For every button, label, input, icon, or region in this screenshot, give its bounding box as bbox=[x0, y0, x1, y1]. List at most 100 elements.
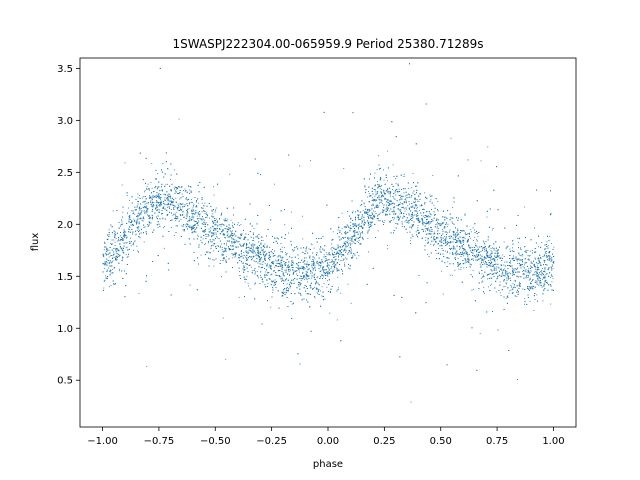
data-point bbox=[188, 225, 190, 227]
data-point bbox=[375, 191, 377, 193]
data-point bbox=[230, 219, 232, 221]
data-point bbox=[458, 236, 460, 238]
data-point bbox=[145, 202, 147, 204]
data-point bbox=[540, 273, 542, 275]
data-point bbox=[205, 234, 207, 235]
data-point bbox=[508, 277, 510, 279]
data-point bbox=[551, 267, 552, 269]
data-point bbox=[344, 264, 346, 266]
data-point bbox=[169, 194, 171, 196]
data-point bbox=[422, 215, 424, 217]
data-point bbox=[466, 261, 468, 263]
data-point bbox=[514, 257, 516, 259]
data-point bbox=[399, 211, 401, 212]
data-point bbox=[138, 212, 140, 214]
data-point bbox=[490, 256, 492, 258]
data-point bbox=[160, 198, 161, 200]
data-point bbox=[115, 248, 117, 250]
data-point bbox=[262, 239, 264, 241]
data-point bbox=[465, 249, 466, 251]
data-point bbox=[299, 165, 301, 167]
data-point bbox=[524, 251, 526, 252]
data-point bbox=[311, 261, 313, 262]
data-point bbox=[277, 255, 279, 257]
data-point bbox=[111, 243, 113, 245]
data-point bbox=[386, 207, 388, 209]
data-point bbox=[255, 282, 256, 284]
data-point bbox=[401, 226, 403, 227]
data-point bbox=[166, 197, 168, 199]
data-point bbox=[326, 262, 328, 264]
data-point bbox=[187, 212, 189, 214]
data-point bbox=[493, 258, 494, 259]
data-point bbox=[315, 281, 317, 283]
data-point bbox=[445, 217, 447, 219]
data-point bbox=[421, 218, 423, 220]
data-point bbox=[502, 272, 504, 274]
data-point bbox=[221, 249, 223, 250]
data-point bbox=[349, 227, 351, 229]
data-point bbox=[535, 268, 536, 270]
data-point bbox=[337, 253, 339, 255]
data-point bbox=[243, 251, 245, 253]
data-point bbox=[405, 188, 407, 190]
data-point bbox=[259, 263, 261, 265]
data-point bbox=[117, 240, 119, 242]
data-point bbox=[468, 232, 470, 234]
data-point bbox=[108, 256, 110, 258]
data-point bbox=[174, 213, 176, 215]
data-point bbox=[383, 204, 385, 206]
data-point bbox=[215, 207, 217, 209]
data-point bbox=[175, 197, 177, 199]
data-point bbox=[186, 216, 188, 218]
data-point bbox=[179, 198, 181, 200]
data-point bbox=[327, 275, 329, 277]
data-point bbox=[284, 251, 286, 253]
data-point bbox=[115, 258, 116, 260]
data-point bbox=[467, 256, 469, 258]
data-point bbox=[425, 237, 427, 239]
data-point bbox=[504, 286, 506, 287]
data-point bbox=[307, 281, 309, 283]
data-point bbox=[496, 256, 498, 257]
data-point bbox=[232, 222, 234, 224]
data-point bbox=[268, 251, 270, 253]
data-point bbox=[288, 232, 289, 234]
data-point bbox=[409, 208, 410, 210]
data-point bbox=[143, 227, 145, 229]
data-point bbox=[473, 259, 475, 261]
data-point bbox=[296, 273, 297, 275]
data-point bbox=[186, 197, 188, 198]
data-point bbox=[539, 280, 541, 282]
data-point bbox=[211, 225, 213, 227]
data-point bbox=[527, 254, 529, 256]
data-point bbox=[205, 235, 207, 237]
data-point bbox=[247, 259, 249, 261]
data-point bbox=[225, 218, 226, 220]
data-point bbox=[160, 200, 162, 202]
data-point bbox=[533, 273, 535, 275]
data-point bbox=[490, 255, 492, 257]
data-point bbox=[125, 254, 127, 256]
data-point bbox=[551, 259, 553, 260]
data-point bbox=[353, 225, 355, 227]
data-point bbox=[542, 278, 544, 280]
data-point bbox=[454, 269, 456, 271]
data-point bbox=[256, 271, 258, 273]
data-point bbox=[208, 235, 210, 236]
data-point bbox=[367, 237, 369, 239]
data-point bbox=[544, 260, 546, 262]
data-point bbox=[358, 225, 360, 227]
data-point bbox=[411, 234, 413, 236]
data-point bbox=[128, 207, 129, 209]
data-point bbox=[205, 222, 207, 224]
data-point bbox=[140, 207, 142, 209]
data-point bbox=[208, 242, 210, 244]
data-point bbox=[546, 264, 548, 266]
data-point bbox=[452, 223, 454, 224]
data-point bbox=[283, 280, 285, 282]
data-point bbox=[169, 204, 171, 206]
data-point bbox=[197, 235, 199, 237]
data-point bbox=[352, 257, 354, 258]
data-point bbox=[482, 274, 484, 276]
